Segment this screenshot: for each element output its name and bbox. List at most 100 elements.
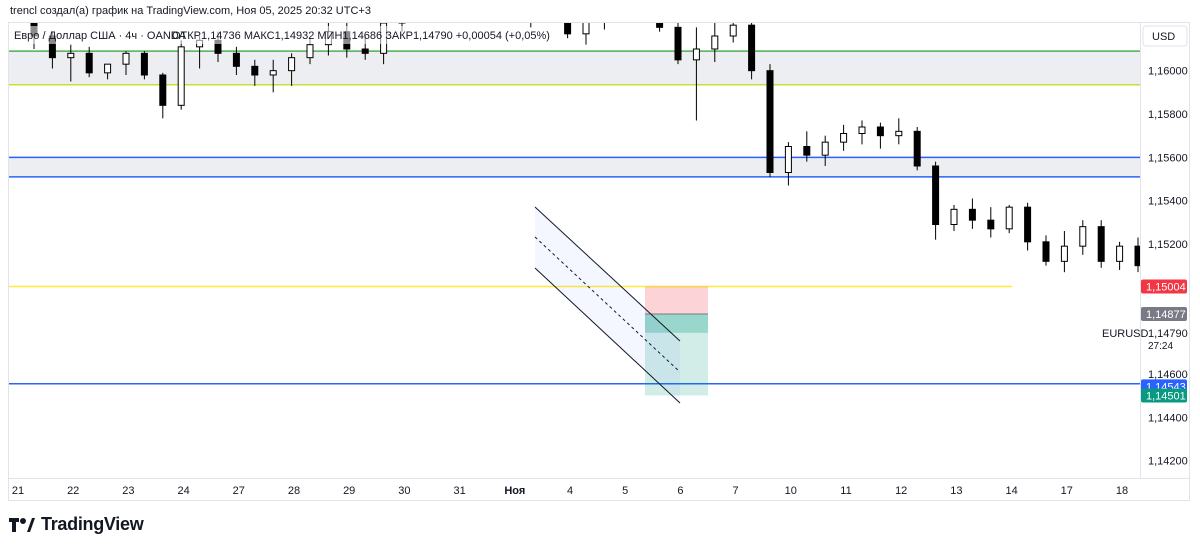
time-tick-label: 17	[1061, 485, 1073, 497]
candle-body[interactable]	[509, 4, 515, 17]
candle-body[interactable]	[473, 1, 479, 8]
chart-frame	[8, 22, 1190, 501]
price-badge-label: 1,14877	[1146, 309, 1186, 321]
currency-button[interactable]	[1142, 25, 1188, 47]
time-tick-label: 6	[677, 485, 683, 497]
candle-body[interactable]	[582, 21, 590, 35]
candle-body[interactable]	[1153, 259, 1159, 266]
price-badge[interactable]	[1141, 279, 1187, 294]
candle-body[interactable]	[821, 141, 829, 156]
candle-body[interactable]	[638, 4, 644, 11]
candle-body[interactable]	[748, 24, 756, 72]
price-badge[interactable]	[1141, 306, 1187, 321]
candle-body[interactable]	[950, 208, 958, 225]
time-tick-label: 18	[1116, 485, 1128, 497]
time-tick-label: 14	[1005, 485, 1017, 497]
candle-body[interactable]	[288, 57, 296, 72]
time-tick-label: 22	[67, 485, 79, 497]
candle-body[interactable]	[140, 52, 148, 76]
candle-body[interactable]	[876, 126, 884, 137]
candle-body[interactable]	[104, 63, 112, 74]
candle-body[interactable]	[1190, 266, 1196, 270]
time-tick-label: 11	[840, 485, 851, 497]
candle-body[interactable]	[674, 26, 682, 61]
candle-body[interactable]	[711, 35, 719, 50]
candle-body[interactable]	[803, 146, 811, 156]
currency-label: USD	[1152, 31, 1175, 43]
candle-body[interactable]	[122, 52, 130, 65]
short-position-tool	[645, 286, 708, 396]
price-tick-label: 1,15200	[1148, 239, 1188, 251]
candle-body[interactable]	[840, 133, 848, 143]
candle-body[interactable]	[1005, 206, 1013, 230]
candle-body[interactable]	[601, 6, 607, 21]
candle-body[interactable]	[656, 4, 664, 28]
candle-body[interactable]	[1134, 245, 1141, 267]
time-tick-label: 13	[950, 485, 962, 497]
candle-body[interactable]	[232, 52, 240, 67]
price-tick-label: 1,14600	[1148, 369, 1188, 381]
candle-body[interactable]	[454, 1, 460, 5]
candle-body[interactable]	[784, 146, 792, 173]
candle-body[interactable]	[436, 0, 442, 6]
candle-body[interactable]	[987, 219, 995, 230]
candle-body[interactable]	[692, 48, 700, 61]
candle-body[interactable]	[528, 12, 534, 16]
candle-body[interactable]	[1024, 206, 1032, 243]
candle-body[interactable]	[1042, 241, 1050, 262]
candle-body[interactable]	[620, 6, 626, 10]
candle-body[interactable]	[177, 46, 185, 106]
candle-body[interactable]	[858, 126, 866, 134]
price-tick-label: 1,15800	[1148, 109, 1188, 121]
candle-body[interactable]	[913, 130, 921, 167]
tradingview-wordmark: TradingView	[41, 514, 144, 534]
stop-loss-zone[interactable]	[645, 286, 708, 314]
candle-body[interactable]	[491, 4, 497, 8]
price-badge[interactable]	[1141, 388, 1187, 403]
candle-body[interactable]	[1097, 226, 1105, 262]
candle-body[interactable]	[417, 0, 423, 6]
time-tick-label: Ноя	[504, 485, 525, 497]
candle-body[interactable]	[1172, 259, 1178, 270]
candle-body[interactable]	[766, 70, 774, 173]
channel-lower-line[interactable]	[534, 267, 681, 404]
channel-fill	[535, 207, 680, 403]
price-tick-label: 1,16000	[1148, 66, 1188, 78]
candle-body[interactable]	[269, 70, 277, 76]
take-profit-zone[interactable]	[645, 313, 708, 396]
tradingview-logo[interactable]: TradingView	[9, 514, 144, 535]
time-tick-label: 29	[343, 485, 355, 497]
price-badge-label: 1,14501	[1146, 390, 1186, 402]
candle-body[interactable]	[67, 52, 75, 59]
candle-body[interactable]	[564, 21, 572, 35]
time-tick-label: 21	[12, 485, 24, 497]
price-tick-label: 1,14200	[1148, 456, 1188, 468]
zones-layer	[9, 51, 1140, 177]
candle-body[interactable]	[159, 74, 167, 106]
candle-body[interactable]	[398, 6, 406, 24]
price-tick-label: 1,15400	[1148, 196, 1188, 208]
candle-body[interactable]	[1116, 245, 1124, 262]
publish-caption: trencl создал(а) график на TradingView.c…	[10, 5, 371, 17]
candle-body[interactable]	[895, 130, 903, 137]
candle-body[interactable]	[546, 12, 552, 21]
candle-body[interactable]	[729, 24, 737, 37]
time-axis: 21 22 23 24 27 28 29 30 31 Ноя 4 5 6 7 10 11 12 13 14 17 18	[12, 485, 1128, 497]
ohlc-legend: ОТКР1,14736 МАКС1,14932 МИН1,14686 ЗАКР1…	[172, 30, 550, 42]
time-tick-label: 30	[398, 485, 410, 497]
candle-body[interactable]	[85, 52, 93, 74]
candle-body[interactable]	[1060, 245, 1068, 262]
time-tick-label: 24	[177, 485, 189, 497]
channel-upper-line[interactable]	[534, 206, 681, 342]
tradingview-logo-icon	[9, 517, 35, 532]
candle-body[interactable]	[968, 208, 976, 221]
candle-body[interactable]	[306, 44, 314, 59]
time-tick-label: 5	[622, 485, 628, 497]
candle-body[interactable]	[1079, 226, 1087, 247]
candle-body[interactable]	[251, 65, 259, 76]
candle-body[interactable]	[361, 48, 369, 54]
candle-body[interactable]	[932, 165, 940, 225]
